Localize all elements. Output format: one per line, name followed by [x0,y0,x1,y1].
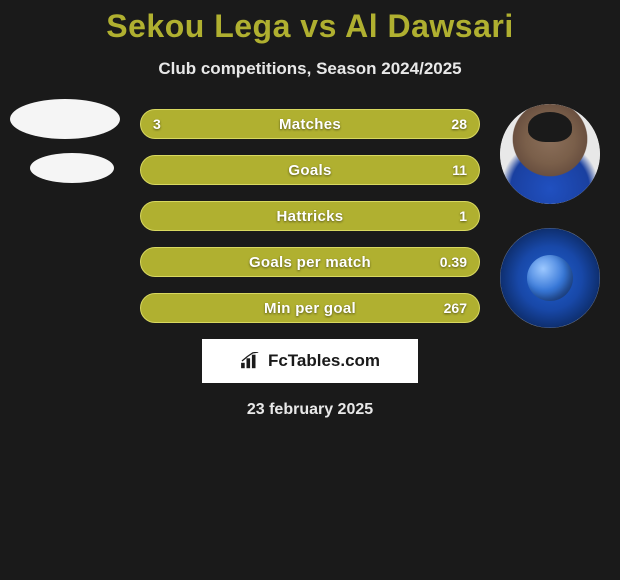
bar-chart-icon [240,352,262,370]
bar-right-value: 11 [452,162,467,178]
right-club-badge [500,228,600,328]
bars-container: 3 Matches 28 Goals 11 Hattricks 1 Goals per mat… [140,109,480,323]
bar-right-value: 28 [451,116,467,132]
player-face-icon [500,104,600,204]
left-player-avatar [10,99,120,139]
subtitle: Club competitions, Season 2024/2025 [0,59,620,79]
bar-right-value: 267 [444,300,467,316]
bar-label: Goals [288,162,331,179]
bar-row: Goals per match 0.39 [140,247,480,277]
date-label: 23 february 2025 [0,401,620,419]
bar-right-value: 1 [459,208,467,224]
source-badge: FcTables.com [202,339,418,383]
bar-label: Goals per match [249,254,371,271]
bar-label: Matches [279,116,341,133]
bar-label: Hattricks [277,208,344,225]
page-title: Sekou Lega vs Al Dawsari [0,0,620,45]
left-avatars [10,99,120,183]
left-club-badge [30,153,114,183]
bar-row: Hattricks 1 [140,201,480,231]
bar-row: Goals 11 [140,155,480,185]
comparison-chart: 3 Matches 28 Goals 11 Hattricks 1 Goals per mat… [0,109,620,323]
right-player-avatar [500,104,600,204]
bar-right-value: 0.39 [440,254,467,270]
source-badge-text: FcTables.com [268,351,380,371]
bar-label: Min per goal [264,300,356,317]
bar-left-value: 3 [153,116,161,132]
bar-row: 3 Matches 28 [140,109,480,139]
right-avatars [500,104,600,328]
bar-row: Min per goal 267 [140,293,480,323]
